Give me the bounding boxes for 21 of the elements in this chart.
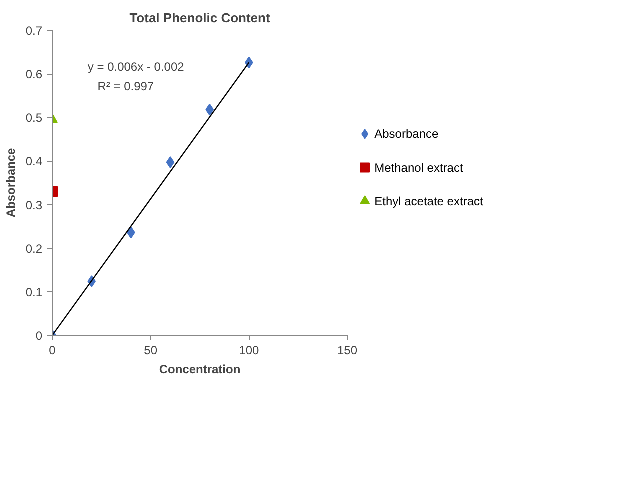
x-tick-label: 100 <box>239 344 260 358</box>
y-axis-title: Absorbance <box>4 148 18 218</box>
point <box>166 156 175 169</box>
legend-label: Absorbance <box>374 127 439 142</box>
y-tick-label: 0.1 <box>26 285 43 300</box>
y-tick-label: 0.6 <box>26 68 43 82</box>
y-tick-label: 0.3 <box>26 198 43 212</box>
y-tick-label: 0.4 <box>26 154 43 169</box>
chart-title: Total Phenolic Content <box>130 10 271 26</box>
x-axis-title: Concentration <box>159 362 241 376</box>
y-tick-label: 0.5 <box>26 111 43 126</box>
x-tick-label: 150 <box>337 344 358 358</box>
y-tick-label: 0.7 <box>26 24 43 38</box>
annotation: y = 0.006x - 0.002 <box>88 60 185 74</box>
y-tick-label: 0.2 <box>26 242 43 256</box>
legend-label: Ethyl acetate extract <box>374 194 484 208</box>
annotation: R² = 0.997 <box>98 80 154 94</box>
x-tick-label: 0 <box>49 344 56 358</box>
x-tick-label: 50 <box>144 344 158 358</box>
y-tick-label: 0 <box>36 329 43 343</box>
legend-label: Methanol extract <box>374 160 464 175</box>
